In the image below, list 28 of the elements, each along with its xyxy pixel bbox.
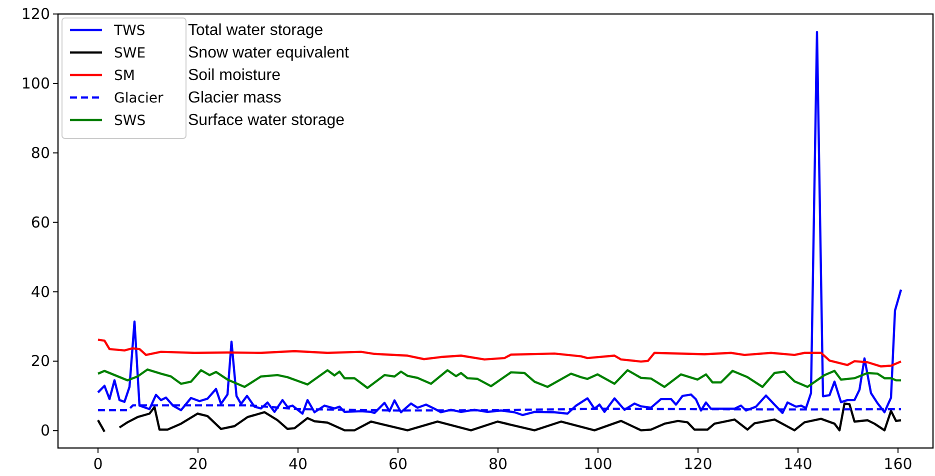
legend-label: SWS xyxy=(114,113,146,129)
x-tick-label: 140 xyxy=(784,455,812,473)
legend-label: TWS xyxy=(113,23,146,39)
line-series xyxy=(96,338,902,368)
legend-label: SM xyxy=(114,68,135,84)
x-tick-label: 80 xyxy=(488,455,508,473)
x-tick-label: 20 xyxy=(188,455,208,473)
line-series xyxy=(96,368,902,390)
y-tick-label: 0 xyxy=(40,422,50,440)
y-tick-label: 40 xyxy=(30,282,50,301)
x-tick-label: 100 xyxy=(584,455,612,473)
x-tick-label: 40 xyxy=(288,455,308,473)
y-tick-label: 80 xyxy=(30,144,50,162)
y-tick-label: 100 xyxy=(21,74,50,92)
x-tick-label: 160 xyxy=(884,455,912,473)
legend-label: Glacier xyxy=(114,90,164,106)
annotation: Snow water equivalent xyxy=(188,44,350,62)
y-tick-label: 20 xyxy=(30,352,50,370)
annotation: Soil moisture xyxy=(188,67,281,84)
annotation: Glacier mass xyxy=(188,90,282,106)
x-tick-label: 120 xyxy=(684,455,712,473)
x-tick-label: 60 xyxy=(388,455,408,473)
x-tick-label: 0 xyxy=(93,455,103,473)
annotation: Surface water storage xyxy=(188,112,345,129)
annotation: Total water storage xyxy=(188,22,324,39)
legend-label: SWE xyxy=(114,46,146,62)
y-tick-label: 60 xyxy=(30,213,50,232)
y-tick-label: 120 xyxy=(21,5,50,23)
